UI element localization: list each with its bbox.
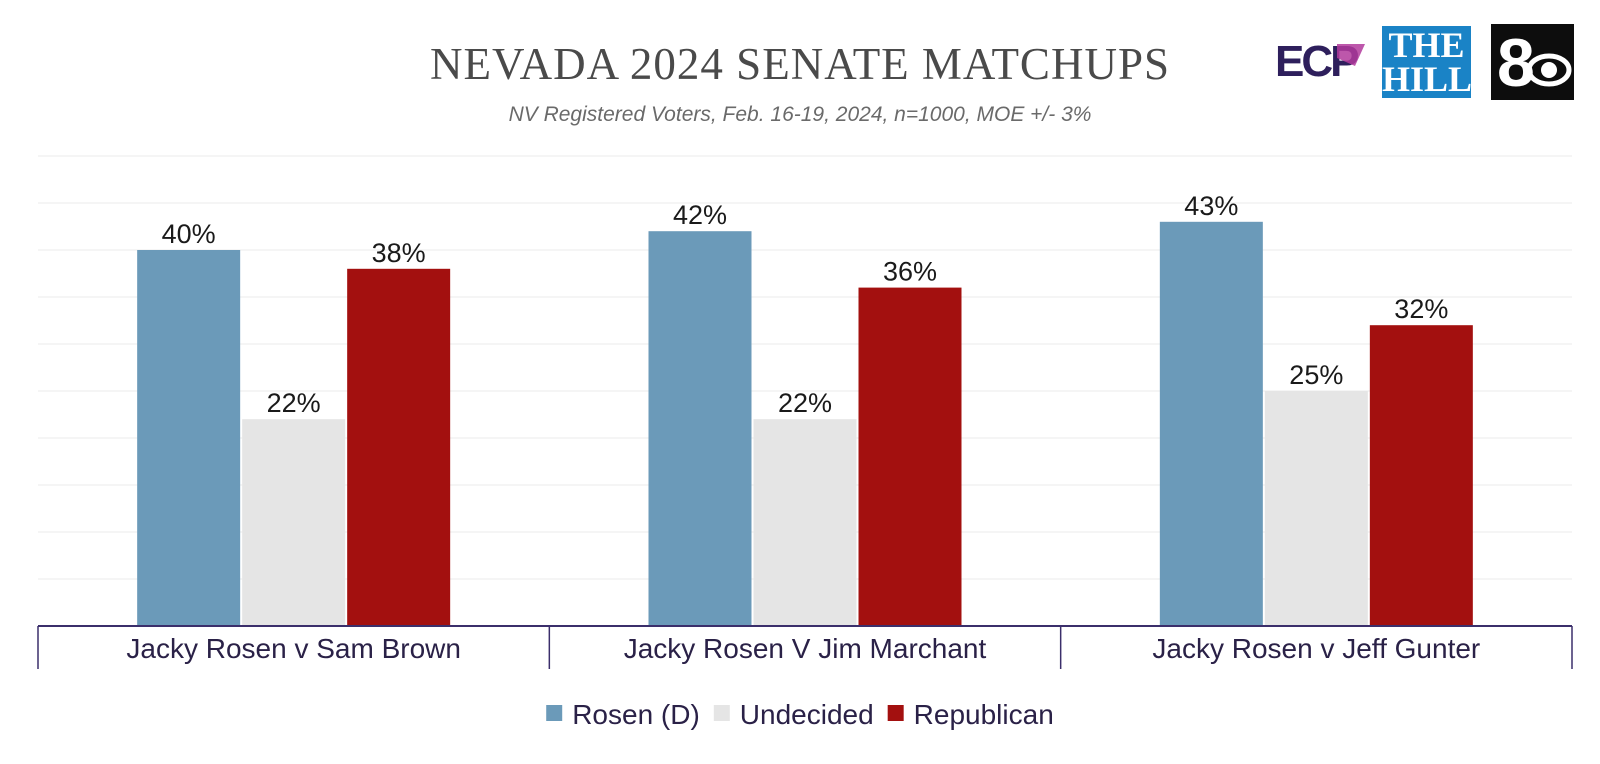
x-tick-label: Jacky Rosen v Jeff Gunter	[1152, 633, 1480, 664]
bar-undecided-3	[1264, 391, 1368, 626]
legend-label: Rosen (D)	[572, 699, 700, 730]
ecp-logo: ECP	[1275, 36, 1370, 86]
the-hill-logo: THE HILL	[1380, 24, 1473, 100]
the-hill-logo-line1: THE	[1388, 25, 1465, 65]
chart-title: NEVADA 2024 SENATE MATCHUPS	[429, 39, 1170, 89]
data-labels: 40% 22% 38% 42% 22% 36% 43% 25% 32%	[162, 191, 1449, 418]
bars	[137, 221, 1473, 627]
bar-rosen-d-1	[137, 250, 241, 626]
bar-rosen-d-2	[648, 231, 752, 626]
x-tick-label: Jacky Rosen V Jim Marchant	[624, 633, 987, 664]
bar-rosen-d-3	[1159, 221, 1263, 627]
legend-label: Undecided	[740, 699, 874, 730]
legend-swatch	[546, 705, 563, 721]
data-label: 43%	[1184, 191, 1238, 221]
legend-label: Republican	[914, 699, 1054, 730]
bar-undecided-1	[242, 419, 346, 626]
the-hill-logo-line2: HILL	[1382, 59, 1473, 99]
data-label: 22%	[267, 388, 321, 418]
cbs-8-logo: 8	[1491, 24, 1574, 100]
legend-swatch	[713, 705, 730, 721]
cbs-8-logo-text: 8	[1497, 25, 1535, 100]
data-label: 22%	[778, 388, 832, 418]
data-label: 32%	[1394, 294, 1448, 324]
x-tick-label: Jacky Rosen v Sam Brown	[126, 633, 461, 664]
bar-republican-3	[1369, 325, 1473, 626]
data-label: 36%	[883, 257, 937, 287]
data-label: 38%	[372, 238, 426, 268]
bar-undecided-2	[753, 419, 857, 626]
data-label: 42%	[673, 200, 727, 230]
data-label: 40%	[162, 219, 216, 249]
bar-republican-1	[347, 268, 451, 626]
chart-subtitle: NV Registered Voters, Feb. 16-19, 2024, …	[508, 103, 1092, 126]
bar-republican-2	[858, 287, 962, 626]
legend: Rosen (D) Undecided Republican	[546, 699, 1054, 730]
data-label: 25%	[1289, 360, 1343, 390]
legend-swatch	[887, 705, 904, 721]
x-axis: Jacky Rosen v Sam Brown Jacky Rosen V Jim…	[37, 625, 1573, 669]
